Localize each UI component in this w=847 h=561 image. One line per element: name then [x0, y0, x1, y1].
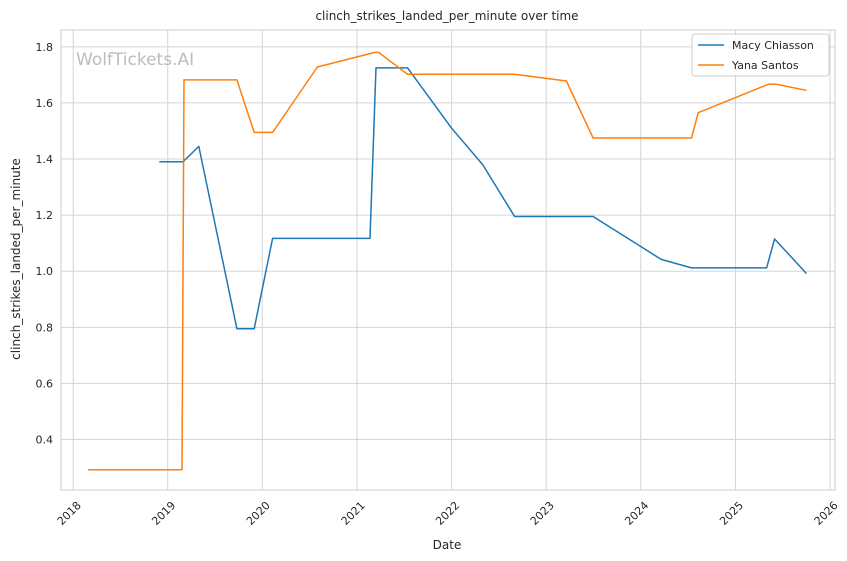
data-point	[697, 112, 699, 114]
y-axis-title: clinch_strikes_landed_per_minute	[9, 158, 23, 360]
data-point	[198, 145, 200, 147]
data-point	[236, 328, 238, 330]
data-point	[374, 51, 376, 54]
data-point	[592, 137, 594, 139]
data-point	[766, 267, 768, 269]
y-tick-label: 0.6	[36, 377, 54, 390]
data-point	[451, 127, 453, 129]
grid	[61, 30, 835, 490]
y-tick-label: 0.4	[36, 434, 54, 447]
y-axis-ticks: 0.4 0.6 0.8 1.0 1.2 1.4 1.6 1.8	[36, 41, 54, 447]
legend-label: Macy Chiasson	[732, 39, 814, 52]
data-point	[592, 215, 594, 218]
series-0	[159, 67, 807, 330]
data-point	[378, 51, 380, 54]
y-tick-label: 1.8	[36, 41, 54, 54]
y-tick-label: 1.2	[36, 209, 54, 222]
chart-title: clinch_strikes_landed_per_minute over ti…	[315, 9, 578, 23]
data-point	[369, 237, 371, 239]
data-point	[236, 79, 238, 81]
data-point	[775, 83, 777, 85]
x-axis-title: Date	[433, 538, 462, 552]
data-point	[482, 164, 484, 166]
data-point	[514, 215, 516, 218]
data-point	[407, 73, 409, 75]
series-line	[159, 67, 807, 330]
data-point	[514, 73, 516, 75]
y-tick-label: 1.0	[36, 265, 54, 278]
data-point	[272, 131, 274, 133]
data-point	[690, 137, 693, 139]
data-point	[768, 83, 770, 85]
data-point	[407, 67, 409, 69]
legend-box	[691, 33, 830, 77]
data-point	[660, 258, 662, 260]
watermark: WolfTickets.AI	[76, 50, 194, 70]
legend-label: Yana Santos	[731, 59, 799, 72]
data-point	[181, 469, 183, 471]
plot-frame	[60, 29, 836, 491]
data-point	[316, 66, 318, 68]
series-line	[88, 51, 807, 471]
data-point	[253, 131, 255, 133]
data-point	[375, 67, 377, 69]
data-point	[183, 79, 185, 81]
y-tick-label: 1.4	[36, 153, 54, 166]
data-point	[159, 161, 161, 163]
data-point	[253, 328, 255, 330]
series-layer	[87, 51, 807, 471]
y-tick-label: 1.6	[36, 97, 54, 110]
data-point	[272, 237, 274, 239]
data-point	[805, 272, 807, 274]
series-1	[87, 51, 807, 471]
y-tick-label: 0.8	[36, 321, 54, 334]
data-point	[565, 80, 568, 82]
data-point	[774, 238, 776, 240]
data-point	[690, 267, 693, 269]
data-point	[87, 469, 90, 471]
data-point	[805, 89, 807, 91]
legend: Macy Chiasson Yana Santos	[691, 33, 830, 77]
